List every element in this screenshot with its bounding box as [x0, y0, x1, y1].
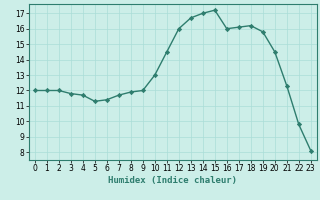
X-axis label: Humidex (Indice chaleur): Humidex (Indice chaleur)	[108, 176, 237, 185]
